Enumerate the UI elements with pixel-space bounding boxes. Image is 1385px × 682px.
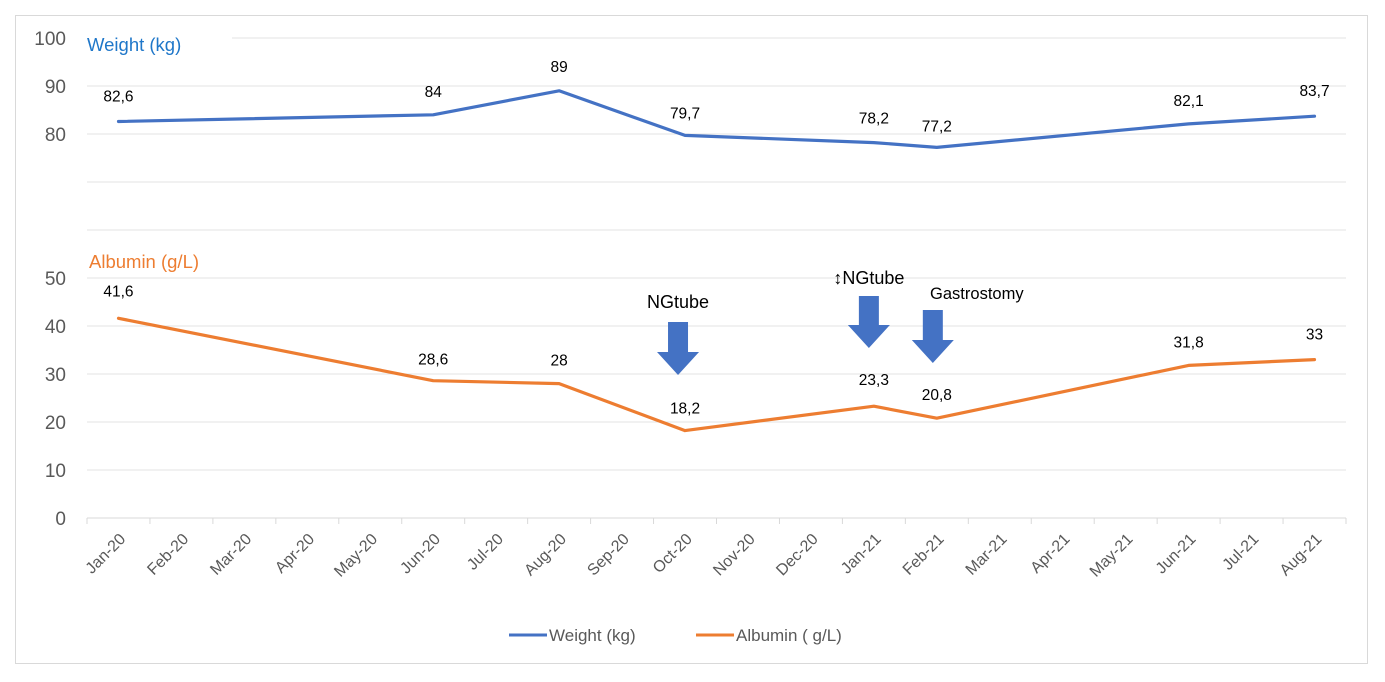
gridlines — [87, 37, 1346, 519]
down-arrow-icon — [911, 310, 954, 363]
legend-label-weight: Weight (kg) — [549, 626, 636, 645]
x-tick-label: Mar-21 — [963, 531, 1011, 579]
x-tick-label: Jul-20 — [464, 531, 507, 574]
albumin-data-label: 20,8 — [922, 387, 952, 404]
weight-section-label: Weight (kg) — [87, 34, 181, 55]
series-lines — [116, 89, 1317, 433]
weight-data-label: 84 — [425, 84, 443, 101]
weight-data-label: 89 — [551, 59, 568, 76]
x-tick-label: Jun-20 — [397, 531, 444, 578]
x-tick-label: Jan-20 — [83, 531, 130, 578]
albumin-data-label: 23,3 — [859, 372, 889, 389]
x-tick-label: Aug-21 — [1277, 531, 1326, 580]
albumin-data-label: 18,2 — [670, 401, 700, 418]
x-tick-label: Jul-21 — [1220, 531, 1263, 574]
x-tick-label: May-21 — [1087, 531, 1137, 581]
x-tick-label: Apr-21 — [1028, 531, 1074, 577]
y-tick-label: 80 — [45, 125, 66, 146]
weight-data-label: 78,2 — [859, 111, 889, 128]
y-tick-label: 50 — [45, 269, 66, 290]
weight-data-label: 83,7 — [1299, 83, 1329, 100]
weight-data-label: 77,2 — [922, 118, 952, 135]
annotations: NGtube ↕NGtube Gastrostomy — [647, 268, 1024, 375]
albumin-data-label: 33 — [1306, 327, 1323, 344]
albumin-data-label: 41,6 — [103, 283, 133, 300]
x-tick-label: Aug-20 — [521, 531, 570, 580]
x-tick-label: Sep-20 — [584, 531, 633, 580]
weight-data-label: 82,1 — [1174, 93, 1204, 110]
legend: Weight (kg) Albumin ( g/L) — [509, 626, 842, 645]
down-arrow-icon — [847, 296, 890, 348]
y-axis-ticks: 0 10 20 30 40 50 80 90 100 — [34, 29, 66, 530]
y-tick-label: 20 — [45, 413, 66, 434]
y-tick-label: 100 — [34, 29, 66, 50]
x-tick-label: May-20 — [331, 531, 381, 581]
x-tick-label: Feb-20 — [144, 531, 192, 579]
annotation-label: Gastrostomy — [930, 285, 1024, 303]
x-tick-label: Mar-20 — [207, 531, 255, 579]
y-tick-label: 10 — [45, 461, 66, 482]
x-tick-label: Oct-20 — [650, 531, 696, 577]
annotation-label: ↕NGtube — [833, 268, 904, 288]
weight-data-label: 82,6 — [103, 89, 133, 106]
x-axis: Jan-20 Feb-20 Mar-20 Apr-20 May-20 Jun-20 Jul-… — [83, 518, 1347, 581]
albumin-line — [116, 316, 1317, 433]
chart-frame — [15, 15, 1368, 664]
x-tick-label: Dec-20 — [773, 531, 822, 580]
y-tick-label: 30 — [45, 365, 66, 386]
albumin-data-label: 28,6 — [418, 352, 448, 369]
weight-data-label: 79,7 — [670, 105, 700, 122]
x-tick-label: Feb-21 — [900, 531, 948, 579]
y-tick-label: 90 — [45, 77, 66, 98]
weight-line — [116, 89, 1317, 149]
x-tick-label: Apr-20 — [272, 531, 318, 577]
data-labels: 82,6 84 89 79,7 78,2 77,2 82,1 83,7 41,6 28,6 28 18… — [103, 59, 1329, 418]
legend-label-albumin: Albumin ( g/L) — [736, 626, 842, 645]
albumin-data-label: 28 — [551, 353, 568, 370]
y-tick-label: 40 — [45, 317, 66, 338]
y-tick-label: 0 — [55, 509, 66, 530]
annotation-label: NGtube — [647, 292, 709, 312]
albumin-data-label: 31,8 — [1174, 334, 1204, 351]
x-tick-label: Jun-21 — [1153, 531, 1200, 578]
x-tick-label: Jan-21 — [838, 531, 885, 578]
x-tick-label: Nov-20 — [710, 531, 759, 580]
down-arrow-icon — [657, 322, 700, 375]
albumin-section-label: Albumin (g/L) — [89, 251, 199, 272]
